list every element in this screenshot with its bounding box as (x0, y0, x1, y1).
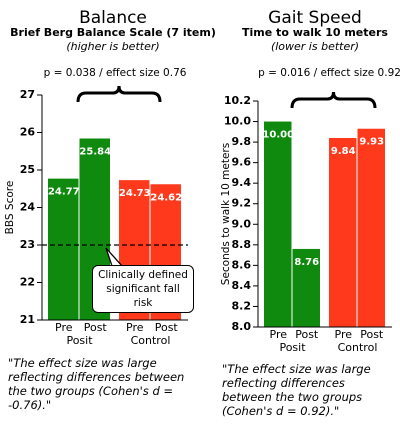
y-axis-label: Seconds to walk 10 meters (220, 143, 232, 285)
y-tick-label: 8.2 (232, 299, 252, 312)
x-tick-label: Post (84, 321, 108, 334)
value-label: 9.93 (359, 137, 384, 148)
chart-title: Balance (79, 8, 147, 28)
group-label: Control (338, 341, 378, 354)
x-tick-label: Post (360, 328, 384, 341)
x-tick-label: Pre (270, 328, 288, 341)
group-label: Control (131, 334, 171, 347)
bar (48, 178, 79, 320)
quote: "The effect size was large reflecting di… (8, 356, 185, 412)
y-tick-label: 22 (20, 276, 35, 289)
y-tick-label: 9.6 (232, 156, 252, 169)
chart-subtitle: Brief Berg Balance Scale (7 item) (10, 26, 216, 39)
y-tick-label: 10.2 (224, 94, 251, 107)
bar (329, 137, 357, 327)
x-tick-label: Post (295, 328, 319, 341)
chart-title: Gait Speed (268, 8, 362, 28)
y-tick-label: 8.0 (232, 320, 252, 333)
bar (292, 248, 320, 327)
y-tick-label: 21 (20, 313, 35, 326)
group-label: Posit (279, 341, 306, 354)
x-tick-label: Pre (55, 321, 73, 334)
x-tick-label: Post (155, 321, 179, 334)
bar (264, 121, 292, 327)
y-tick-label: 9.0 (232, 217, 252, 230)
y-tick-label: 9.8 (232, 135, 252, 148)
value-label: 24.73 (119, 188, 151, 199)
y-tick-label: 9.4 (232, 176, 252, 189)
y-tick-label: 26 (20, 126, 36, 139)
y-tick-label: 23 (20, 238, 35, 251)
value-label: 24.62 (150, 192, 182, 203)
y-axis-label: BBS Score (4, 181, 16, 235)
y-tick-label: 10.0 (224, 115, 251, 128)
annotation: p = 0.038 / effect size 0.76 (44, 67, 187, 79)
brace (76, 85, 162, 103)
y-tick-label: 8.6 (232, 258, 252, 271)
value-label: 24.77 (48, 187, 80, 198)
value-label: 25.84 (79, 147, 111, 158)
callout: Clinically defined significant fall risk (92, 265, 194, 313)
x-tick-label: Pre (335, 328, 353, 341)
value-label: 9.84 (331, 146, 356, 157)
y-tick-label: 24 (20, 201, 36, 214)
quote: "The effect size was large reflecting di… (222, 362, 371, 418)
chart-note: (lower is better) (271, 40, 359, 53)
chart-note: (higher is better) (66, 40, 159, 53)
y-tick-label: 8.4 (232, 279, 252, 292)
y-tick-label: 9.2 (232, 197, 252, 210)
value-label: 10.00 (262, 130, 294, 141)
chart-subtitle: Time to walk 10 meters (242, 26, 388, 39)
annotation: p = 0.016 / effect size 0.92 (258, 67, 400, 79)
y-tick-label: 8.8 (232, 238, 252, 251)
y-tick-label: 25 (20, 163, 35, 176)
value-label: 8.76 (294, 257, 319, 268)
bar (357, 128, 385, 327)
group-label: Posit (66, 334, 93, 347)
brace (290, 91, 377, 109)
x-tick-label: Pre (126, 321, 144, 334)
y-tick-label: 27 (20, 88, 35, 101)
